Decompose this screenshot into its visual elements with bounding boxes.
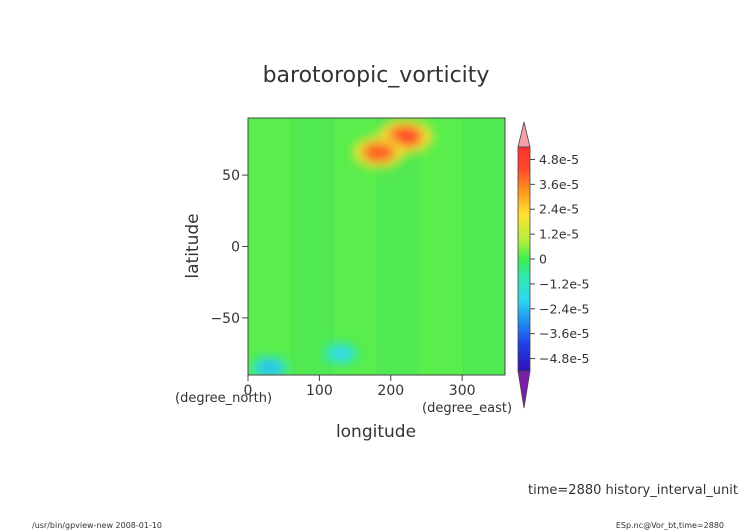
time-annotation: time=2880 history_interval_unit xyxy=(528,483,738,498)
vorticity-feature xyxy=(257,360,282,375)
plot-area xyxy=(248,118,505,375)
y-tick-label: −50 xyxy=(210,311,240,327)
y-axis-unit: (degree_north) xyxy=(175,391,272,406)
colorbar: 4.8e-5 3.6e-5 2.4e-5 1.2e-5 0 −1.2e-5 −2.4e-5 −… xyxy=(517,121,590,409)
colorbar-over-arrow xyxy=(517,121,531,148)
y-tick-label: 50 xyxy=(222,168,240,184)
colorbar-body xyxy=(517,146,531,372)
colorbar-tick-label: 0 xyxy=(539,252,547,267)
colorbar-under-arrow xyxy=(517,370,531,409)
footer-right: ESp.nc@Vor_bt,time=2880 xyxy=(616,521,724,530)
y-axis: 50 0 −50 xyxy=(210,168,248,327)
heatmap-features xyxy=(249,119,433,375)
x-tick-label: 100 xyxy=(306,383,333,399)
y-tick-label: 0 xyxy=(231,240,240,256)
vorticity-feature xyxy=(362,142,396,163)
x-tick-label: 200 xyxy=(377,383,404,399)
footer-left: /usr/bin/gpview-new 2008-01-10 xyxy=(32,521,162,530)
longitude-band xyxy=(290,118,334,375)
colorbar-tick-label: −3.6e-5 xyxy=(539,326,590,341)
x-tick-label: 300 xyxy=(449,383,476,399)
colorbar-tick-label: 4.8e-5 xyxy=(539,152,579,167)
x-axis-unit: (degree_east) xyxy=(422,401,512,416)
colorbar-tick-label: 2.4e-5 xyxy=(539,202,579,217)
colorbar-ticks: 4.8e-5 3.6e-5 2.4e-5 1.2e-5 0 −1.2e-5 −2.4e-5 −… xyxy=(530,152,590,366)
colorbar-tick-label: −2.4e-5 xyxy=(539,301,590,316)
y-axis-label: latitude xyxy=(183,213,203,278)
vorticity-feature xyxy=(329,346,352,361)
longitude-band xyxy=(462,118,505,375)
colorbar-tick-label: −1.2e-5 xyxy=(539,276,590,291)
x-axis: 0 100 200 300 xyxy=(244,375,476,399)
chart-title: barotoropic_vorticity xyxy=(263,63,490,88)
x-axis-label: longitude xyxy=(336,422,416,442)
colorbar-tick-label: 3.6e-5 xyxy=(539,177,579,192)
colorbar-tick-label: 1.2e-5 xyxy=(539,227,579,242)
x-tick-label: 0 xyxy=(244,383,253,399)
colorbar-tick-label: −4.8e-5 xyxy=(539,351,590,366)
